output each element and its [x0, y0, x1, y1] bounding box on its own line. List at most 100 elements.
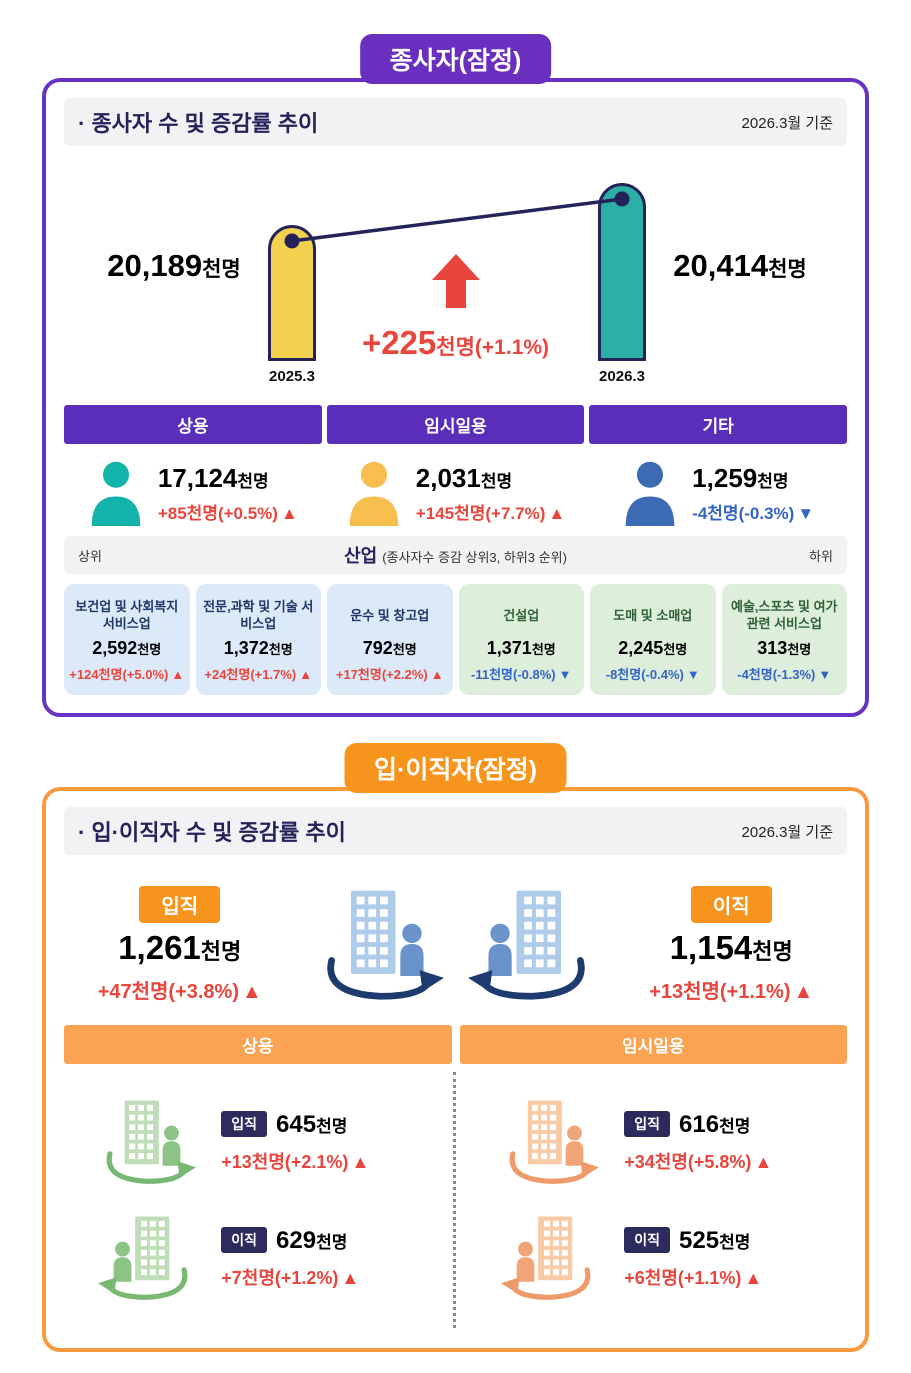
regular-separations-text: 이직 629천명 +7천명(+1.2%) ▲ — [221, 1226, 411, 1290]
building-person-separation-icon — [464, 885, 600, 1005]
workers-panel-body: · 종사자 수 및 증감률 추이 2026.3월 기준 20,189천명 20,… — [46, 82, 865, 713]
industry-change: -8천명(-0.4%) ▼ — [605, 667, 700, 682]
turnover-hero: 입직 1,261천명 +47천명(+3.8%) ▲ 이직 1,154천명 +13천… — [64, 885, 847, 1005]
industry-top-label: 상위 — [78, 548, 102, 564]
band-other: 기타 — [589, 405, 847, 444]
change-text: +145천명(+7.7%) — [415, 503, 546, 523]
up-arrow-glyph: ▲ — [242, 981, 262, 1003]
temporary-column: 입직 616천명 +34천명(+5.8%) ▲ 이직 525천명 +6천명(+1.1%… — [456, 1072, 848, 1328]
industry-change: +24천명(+1.7%) ▲ — [204, 667, 313, 682]
turnover-date: 2026.3월 기준 — [741, 823, 833, 841]
bar-label-2026: 2026.3 — [599, 368, 645, 385]
stat-regular-text: 17,124천명 +85천명(+0.5%) ▲ — [158, 463, 298, 524]
industry-value: 1,371천명 — [486, 638, 556, 658]
turnover-panel: 입·이직자(잠정) · 입·이직자 수 및 증감률 추이 2026.3월 기준 … — [42, 743, 869, 1352]
stat-other-change: -4천명(-0.3%) ▼ — [692, 499, 814, 524]
band-temporary: 임시일용 — [326, 405, 585, 444]
turnover-bands: 상용 임시일용 — [64, 1025, 847, 1064]
workers-title: · 종사자 수 및 증감률 추이 — [78, 111, 319, 136]
temporary-separations-value: 이직 525천명 — [624, 1226, 814, 1255]
turnover-header-strip: · 입·이직자 수 및 증감률 추이 2026.3월 기준 — [64, 807, 847, 855]
temporary-hires-row: 입직 616천명 +34천명(+5.8%) ▲ — [466, 1096, 848, 1188]
turnover-panel-body: · 입·이직자 수 및 증감률 추이 2026.3월 기준 입직 1,261천명… — [46, 791, 865, 1348]
up-arrow-glyph: ▲ — [299, 667, 313, 682]
industry-value: 313천명 — [757, 638, 812, 658]
down-arrow-glyph: ▼ — [818, 667, 832, 682]
industry-box-wholesale: 도매 및 소매업 2,245천명 -8천명(-0.4%) ▼ — [590, 584, 716, 695]
up-arrow-glyph: ▲ — [351, 1151, 370, 1172]
down-arrow-glyph: ▼ — [686, 667, 700, 682]
total-curr-unit: 천명 — [768, 258, 807, 281]
industry-box-transport: 운수 및 창고업 792천명 +17천명(+2.2%) ▲ — [327, 584, 453, 695]
industry-title-group: 산업 (종사자수 증감 상위3, 하위3 순위) — [102, 542, 809, 568]
band-regular: 상용 — [64, 1025, 452, 1064]
regular-hires-value: 입직 645천명 — [221, 1110, 411, 1139]
status-stats: 17,124천명 +85천명(+0.5%) ▲ 2,031천명 +145천명(+7… — [64, 460, 847, 526]
workers-date: 2026.3월 기준 — [741, 114, 833, 132]
band-temporary: 임시일용 — [459, 1025, 847, 1064]
band-regular: 상용 — [64, 405, 322, 444]
industry-change: +17천명(+2.2%) ▲ — [335, 667, 444, 682]
up-arrow-glyph: ▲ — [280, 503, 298, 523]
workers-header-strip: · 종사자 수 및 증감률 추이 2026.3월 기준 — [64, 98, 847, 146]
arrow-head — [431, 254, 480, 280]
down-arrow-glyph: ▼ — [558, 667, 572, 682]
building-person-green-icon — [95, 1096, 199, 1188]
industry-title: 산업 — [344, 546, 378, 566]
temporary-separations-row: 이직 525천명 +6천명(+1.1%) ▲ — [466, 1212, 848, 1304]
industry-box-arts: 예술,스포츠 및 여가관련 서비스업 313천명 -4천명(-1.3%) ▼ — [721, 584, 847, 695]
change-text: +85천명(+0.5%) — [157, 503, 278, 523]
industry-change: -4천명(-1.3%) ▼ — [737, 667, 832, 682]
stat-regular-value: 17,124천명 — [158, 463, 298, 494]
regular-hires-text: 입직 645천명 +13천명(+2.1%) ▲ — [221, 1110, 411, 1174]
separations-label-badge: 이직 — [690, 886, 772, 923]
up-arrow-glyph: ▲ — [171, 667, 185, 682]
regular-column: 입직 645천명 +13천명(+2.1%) ▲ 이직 629천명 +7천명(+1.2%… — [64, 1072, 456, 1328]
separation-mini-badge: 이직 — [221, 1226, 268, 1253]
total-prev: 20,189천명 — [94, 248, 254, 284]
temporary-separations-text: 이직 525천명 +6천명(+1.1%) ▲ — [624, 1226, 814, 1290]
separations-value: 1,154천명 — [669, 929, 793, 966]
down-arrow-glyph: ▼ — [797, 503, 815, 523]
workers-trend-chart: 20,189천명 20,414천명 2025.3 2026.3 — [64, 158, 847, 393]
industry-name: 보건업 및 사회복지 서비스업 — [75, 599, 179, 631]
industry-header-strip: 상위 산업 (종사자수 증감 상위3, 하위3 순위) 하위 — [64, 536, 847, 574]
hires-label-badge: 입직 — [139, 886, 221, 923]
total-change: +225천명(+1.1%) — [64, 324, 847, 362]
industry-box-professional: 전문,과학 및 기술 서비스업 1,372천명 +24천명(+1.7%) ▲ — [195, 584, 321, 695]
industry-box-construction: 건설업 1,371천명 -11천명(-0.8%) ▼ — [458, 584, 584, 695]
workers-panel: 종사자(잠정) · 종사자 수 및 증감률 추이 2026.3월 기준 20,1… — [42, 34, 869, 717]
regular-separations-value: 이직 629천명 — [221, 1226, 411, 1255]
industry-box-health: 보건업 및 사회복지 서비스업 2,592천명 +124천명(+5.0%) ▲ — [64, 584, 190, 695]
building-person-hire-icon — [312, 885, 448, 1005]
industry-change: +124천명(+5.0%) ▲ — [69, 667, 185, 682]
total-prev-value: 20,189 — [107, 248, 203, 283]
stat-regular: 17,124천명 +85천명(+0.5%) ▲ — [64, 460, 322, 526]
total-curr-value: 20,414 — [673, 248, 769, 283]
value: 1,259 — [692, 462, 758, 493]
stat-other-text: 1,259천명 -4천명(-0.3%) ▼ — [692, 463, 814, 524]
trend-connector-line — [284, 191, 630, 249]
total-prev-unit: 천명 — [202, 258, 241, 281]
regular-separations-change: +7천명(+1.2%) ▲ — [221, 1267, 360, 1288]
up-arrow-glyph: ▲ — [341, 1267, 360, 1288]
up-arrow-glyph: ▲ — [793, 981, 814, 1003]
hire-mini-badge: 입직 — [624, 1110, 671, 1137]
industry-name: 도매 및 소매업 — [613, 607, 693, 623]
industry-value: 2,592천명 — [92, 638, 162, 658]
turnover-quadrants: 입직 645천명 +13천명(+2.1%) ▲ 이직 629천명 +7천명(+1.2%… — [64, 1072, 847, 1328]
total-change-value: +225 — [361, 324, 437, 361]
turnover-badge: 입·이직자(잠정) — [344, 743, 567, 793]
value: 2,031 — [415, 462, 481, 493]
industry-value: 1,372천명 — [223, 638, 293, 658]
turnover-title: · 입·이직자 수 및 증감률 추이 — [78, 820, 346, 845]
employment-infographic: 종사자(잠정) · 종사자 수 및 증감률 추이 2026.3월 기준 20,1… — [0, 34, 911, 1366]
unit: 천명 — [757, 471, 789, 491]
regular-separations-row: 이직 629천명 +7천명(+1.2%) ▲ — [64, 1212, 443, 1304]
hire-mini-badge: 입직 — [221, 1110, 268, 1137]
stat-temporary-text: 2,031천명 +145천명(+7.7%) ▲ — [416, 463, 565, 524]
workers-badge: 종사자(잠정) — [359, 34, 552, 84]
value: 17,124 — [157, 462, 238, 493]
total-curr: 20,414천명 — [655, 248, 825, 284]
unit: 천명 — [237, 471, 269, 491]
